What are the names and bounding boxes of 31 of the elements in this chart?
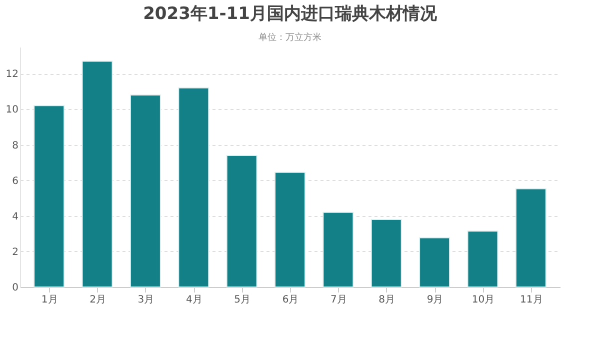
bar	[467, 230, 498, 288]
y-tick-label: 10	[6, 104, 18, 116]
x-tick-label: 8月	[378, 294, 396, 306]
x-tick-label: 7月	[330, 294, 347, 306]
x-tick-label: 11月	[520, 294, 543, 306]
bar	[34, 105, 65, 288]
y-tick-label: 8	[12, 140, 18, 152]
x-tick-label: 10月	[472, 294, 495, 306]
y-tick-label: 6	[12, 176, 18, 187]
bar	[322, 212, 354, 288]
x-tick-label: 6月	[282, 294, 299, 306]
x-tick-label: 1月	[41, 294, 58, 306]
x-tick-label: 4月	[186, 294, 202, 306]
y-tick-label: 12	[6, 69, 18, 80]
bar	[82, 60, 113, 288]
bar	[274, 172, 306, 288]
x-tick-label: 5月	[234, 294, 251, 306]
bar	[130, 94, 161, 288]
y-tick-label: 4	[12, 211, 18, 222]
x-tick-label: 3月	[138, 294, 154, 306]
chart-subtitle: 单位：万立方米	[258, 32, 322, 43]
bar	[178, 87, 210, 288]
x-tick-label: 9月	[426, 294, 444, 306]
y-tick-label: 0	[12, 282, 18, 294]
chart-title: 2023年1-11月国内进口瑞典木材情况	[143, 4, 438, 24]
bar	[515, 188, 546, 288]
bar	[419, 237, 450, 288]
bar	[370, 218, 402, 288]
bar	[226, 154, 258, 288]
x-tick-label: 2月	[90, 294, 106, 306]
y-tick-label: 2	[12, 246, 18, 258]
